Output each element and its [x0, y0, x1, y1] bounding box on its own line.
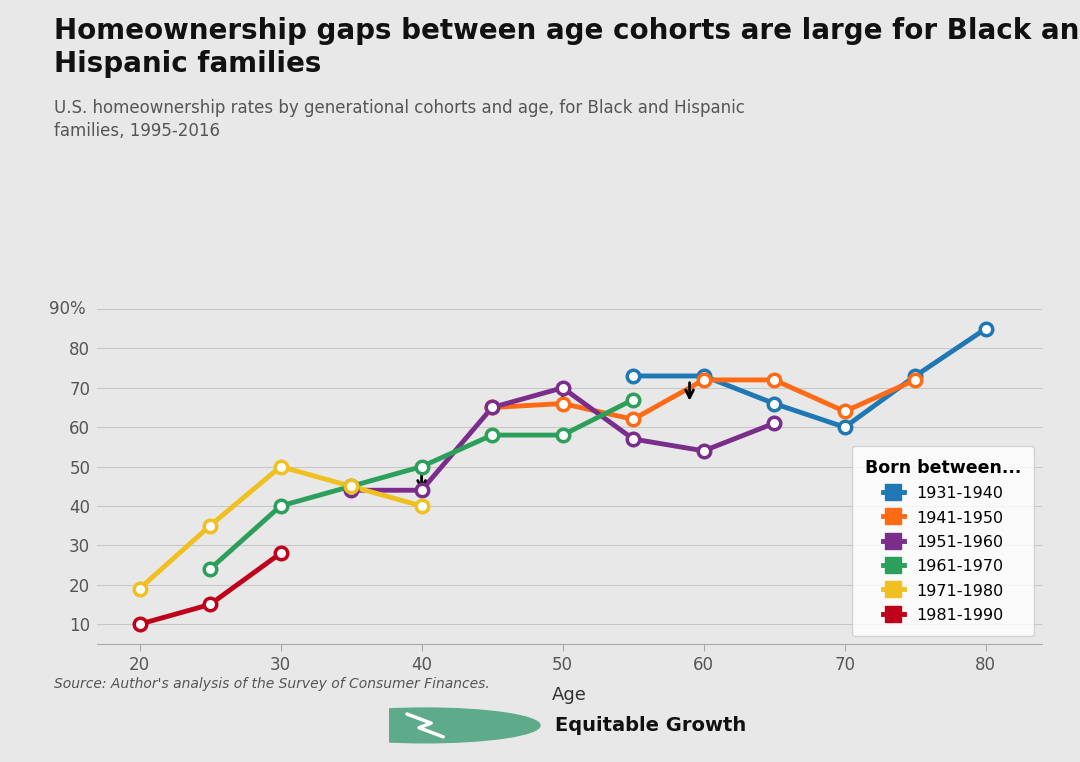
Text: Hispanic families: Hispanic families	[54, 50, 322, 78]
Text: families, 1995-2016: families, 1995-2016	[54, 122, 220, 140]
Text: Homeownership gaps between age cohorts are large for Black and: Homeownership gaps between age cohorts a…	[54, 17, 1080, 45]
Circle shape	[310, 708, 540, 743]
Text: Source: Author's analysis of the Survey of Consumer Finances.: Source: Author's analysis of the Survey …	[54, 677, 489, 690]
X-axis label: Age: Age	[552, 686, 588, 703]
Text: 90%: 90%	[50, 300, 86, 318]
Text: U.S. homeownership rates by generational cohorts and age, for Black and Hispanic: U.S. homeownership rates by generational…	[54, 99, 745, 117]
Legend: 1931-1940, 1941-1950, 1951-1960, 1961-1970, 1971-1980, 1981-1990: 1931-1940, 1941-1950, 1951-1960, 1961-19…	[852, 446, 1035, 636]
Text: Equitable Growth: Equitable Growth	[555, 716, 746, 735]
